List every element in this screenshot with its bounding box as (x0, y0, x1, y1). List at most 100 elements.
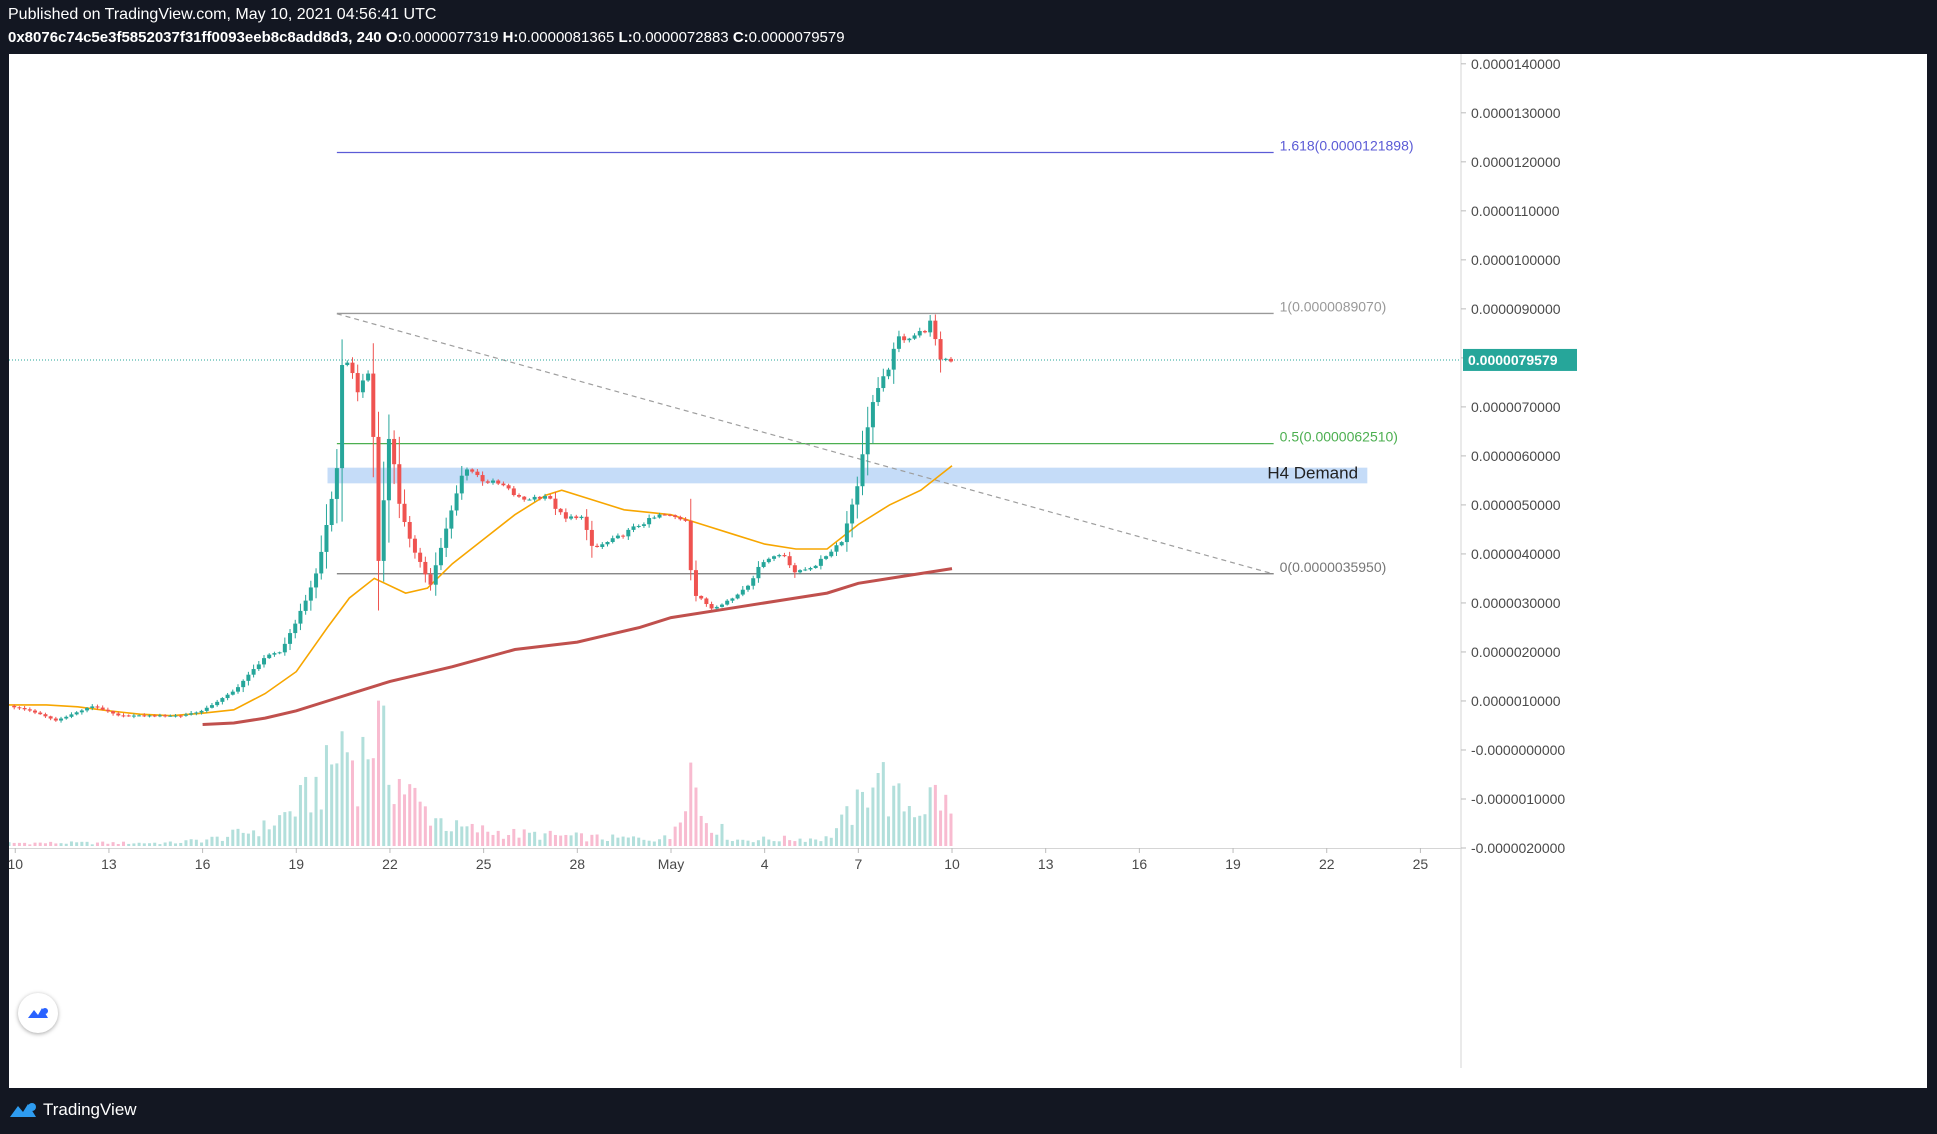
price-tick-label: 0.0000120000 (1471, 154, 1561, 170)
candle-body (277, 652, 282, 654)
candle-body (595, 545, 600, 547)
time-tick-label: 19 (1225, 856, 1241, 872)
volume-bar (949, 813, 953, 846)
candle-body (496, 480, 501, 484)
candle-body (746, 585, 751, 590)
volume-bar (538, 839, 542, 846)
candle-body (579, 516, 584, 519)
candle-body (111, 711, 116, 714)
candle-body (719, 604, 724, 607)
volume-bar (871, 787, 875, 846)
volume-bar (314, 776, 318, 846)
open-label: O: (385, 29, 403, 46)
candle-body (834, 545, 839, 552)
volume-bar (252, 830, 256, 846)
volume-bar (803, 841, 807, 846)
volume-bar (652, 841, 656, 846)
volume-bar (366, 759, 370, 846)
candle-body (246, 674, 251, 681)
candle-body (17, 707, 22, 709)
candle-body (709, 604, 714, 609)
candle-body (464, 469, 469, 476)
candle-body (876, 388, 881, 403)
candle-body (881, 376, 886, 389)
ema-long-line (202, 567, 953, 726)
candle-body (38, 712, 43, 715)
volume-bar (939, 810, 943, 846)
candle-body (340, 365, 345, 469)
candle-body (256, 664, 261, 670)
symbol-name: 0x8076c74c5e3f5852037f31ff0093eeb8c8add8… (8, 29, 382, 46)
candle-body (735, 594, 740, 599)
volume-bar (69, 841, 73, 846)
volume-bar (54, 843, 58, 846)
volume-bar (418, 801, 422, 846)
candle-body (798, 570, 803, 573)
volume-bar (736, 839, 740, 846)
price-tick-label: 0.0000050000 (1471, 497, 1561, 513)
candle-body (636, 525, 641, 527)
price-tick-label: 0.0000090000 (1471, 301, 1561, 317)
volume-bar (132, 843, 136, 846)
volume-bar (184, 840, 188, 846)
candle-body (397, 464, 402, 504)
candle-body (215, 701, 220, 706)
time-tick-label: 7 (854, 856, 862, 872)
tradingview-badge[interactable] (18, 993, 58, 1033)
candle-body (454, 493, 459, 511)
price-tick-label: 0.0000040000 (1471, 546, 1561, 562)
candle-body (376, 436, 381, 561)
volume-bar (23, 842, 27, 846)
volume-bar (543, 833, 547, 846)
volume-bar (928, 787, 932, 846)
volume-bar (923, 814, 927, 846)
candle-body (225, 694, 230, 699)
volume-bar (559, 835, 563, 846)
candle-body (329, 498, 334, 526)
candle-body (121, 715, 126, 717)
volume-bar (220, 840, 224, 846)
candle-body (360, 380, 365, 393)
volume-bar (38, 842, 42, 846)
volume-bar (121, 841, 125, 846)
volume-bar (153, 842, 157, 846)
volume-bar (605, 841, 609, 846)
volume-bar (241, 832, 245, 846)
volume-bar (59, 843, 63, 846)
price-tick-label: 0.0000020000 (1471, 644, 1561, 660)
candle-body (553, 498, 558, 509)
candle-body (69, 714, 74, 717)
candle-body (896, 336, 901, 349)
volume-bar (158, 844, 162, 846)
candle-body (740, 589, 745, 595)
chart-header: Published on TradingView.com, May 10, 20… (0, 0, 1937, 54)
volume-bar (678, 822, 682, 846)
candle-body (673, 515, 678, 517)
candle-body (152, 715, 157, 717)
volume-bar (579, 833, 583, 846)
candle-body (423, 561, 428, 575)
candle-body (303, 600, 308, 611)
volume-bar (720, 823, 724, 846)
candle-body (891, 348, 896, 370)
tradingview-brand[interactable]: TradingView (43, 1100, 137, 1119)
candle-body (85, 708, 90, 711)
volume-bar (647, 840, 651, 846)
volume-bar (319, 809, 323, 846)
time-tick-label: 10 (9, 856, 23, 872)
price-tick-label: 0.0000070000 (1471, 399, 1561, 415)
candle-body (142, 715, 147, 717)
volume-bar (850, 824, 854, 846)
tradingview-logo-icon[interactable] (9, 1100, 37, 1120)
volume-bar (434, 818, 438, 846)
candle-body (230, 691, 235, 695)
volume-bar (486, 831, 490, 846)
volume-bar (397, 778, 401, 846)
price-tick-label: -0.0000000000 (1471, 742, 1565, 758)
chart-panel[interactable]: 0.0000140000 0.0000130000 0.0000120000 0.00… (9, 54, 1927, 1088)
time-tick-label: May (658, 856, 684, 872)
volume-bar (762, 836, 766, 846)
candle-body (209, 705, 214, 708)
volume-bar (429, 825, 433, 846)
price-chart[interactable]: 0.0000140000 0.0000130000 0.0000120000 0.00… (9, 54, 1927, 1088)
